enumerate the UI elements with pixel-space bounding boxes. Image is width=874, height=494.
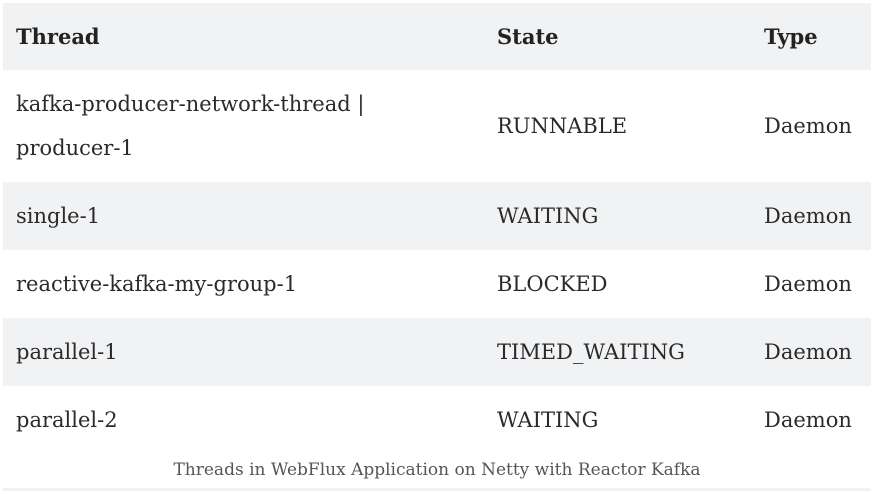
table-caption: Threads in WebFlux Application on Netty … xyxy=(173,460,701,480)
thread-cell: parallel-1 xyxy=(3,318,484,386)
state-cell: BLOCKED xyxy=(497,272,608,296)
table-row: single-1 WAITING Daemon xyxy=(3,182,871,250)
thread-cell: single-1 xyxy=(3,182,484,250)
type-cell: Daemon xyxy=(751,318,871,386)
thread-cell: reactive-kafka-my-group-1 xyxy=(16,272,298,296)
thread-cell: kafka-producer-network-thread | producer… xyxy=(16,92,365,160)
type-cell: Daemon xyxy=(764,272,852,296)
state-cell: TIMED_WAITING xyxy=(484,318,751,386)
header-thread: Thread xyxy=(3,3,484,70)
type-cell: Daemon xyxy=(751,182,871,250)
divider xyxy=(3,488,871,491)
thread-cell: parallel-2 xyxy=(16,408,118,432)
table-row: parallel-1 TIMED_WAITING Daemon xyxy=(3,318,871,386)
table-header-row: Thread State Type xyxy=(3,3,871,70)
state-cell: RUNNABLE xyxy=(497,114,628,138)
threads-table: Thread State Type kafka-producer-network… xyxy=(3,3,871,454)
table-row: parallel-2 WAITING Daemon xyxy=(3,386,871,454)
header-state: State xyxy=(484,3,751,70)
table-row: reactive-kafka-my-group-1 BLOCKED Daemon xyxy=(3,250,871,318)
table-row: kafka-producer-network-thread | producer… xyxy=(3,70,871,182)
type-cell: Daemon xyxy=(764,408,852,432)
header-type: Type xyxy=(751,3,871,70)
type-cell: Daemon xyxy=(764,114,852,138)
state-cell: WAITING xyxy=(497,408,599,432)
state-cell: WAITING xyxy=(484,182,751,250)
